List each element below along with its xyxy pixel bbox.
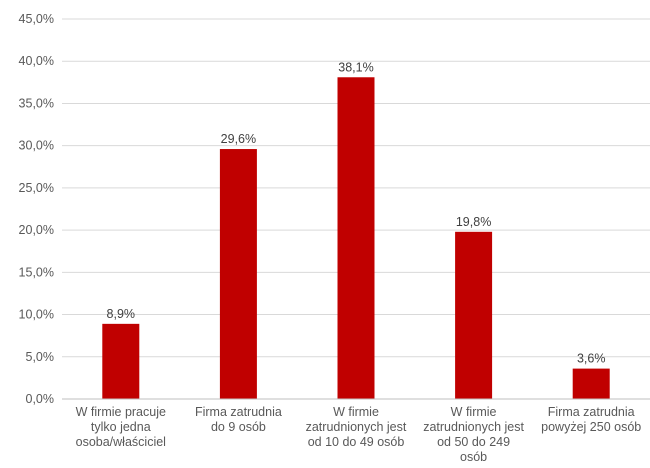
y-tick-label: 40,0%	[19, 54, 54, 68]
bar	[337, 77, 375, 400]
y-tick-label: 15,0%	[19, 265, 54, 279]
data-labels: 8,9% 29,6% 38,1% 19,8% 3,6%	[107, 60, 606, 365]
category-label: W firmie zatrudnionych jest od 10 do 49 os…	[306, 405, 407, 449]
category-label: W firmie zatrudnionych jest od 50 do 249 os…	[423, 405, 524, 464]
bar	[219, 149, 257, 399]
category-label: W firmie pracuje tylko jedna osoba/właścic…	[76, 405, 166, 449]
category-label: Firma zatrudnia do 9 osób	[195, 405, 282, 434]
y-tick-label: 10,0%	[19, 308, 54, 322]
y-tick-label: 25,0%	[19, 181, 54, 195]
data-label: 8,9%	[107, 307, 136, 321]
data-label: 3,6%	[577, 352, 606, 366]
bar	[572, 368, 610, 399]
data-label: 38,1%	[338, 60, 373, 74]
data-label: 29,6%	[221, 132, 256, 146]
y-tick-label: 30,0%	[19, 139, 54, 153]
y-tick-label: 0,0%	[26, 392, 55, 406]
bar	[102, 323, 140, 399]
data-label: 19,8%	[456, 215, 491, 229]
category-label: Firma zatrudnia powyżej 250 osób	[541, 405, 641, 434]
bars	[102, 77, 610, 400]
y-tick-label: 45,0%	[19, 12, 54, 26]
y-axis-ticks: 0,0% 5,0% 10,0% 15,0% 20,0% 25,0% 30,0% 35,0% 40…	[19, 12, 54, 406]
y-tick-label: 5,0%	[26, 350, 55, 364]
y-tick-label: 20,0%	[19, 223, 54, 237]
y-tick-label: 35,0%	[19, 96, 54, 110]
x-axis-categories: W firmie pracuje tylko jedna osoba/właścic…	[76, 405, 642, 464]
bar	[455, 231, 493, 399]
